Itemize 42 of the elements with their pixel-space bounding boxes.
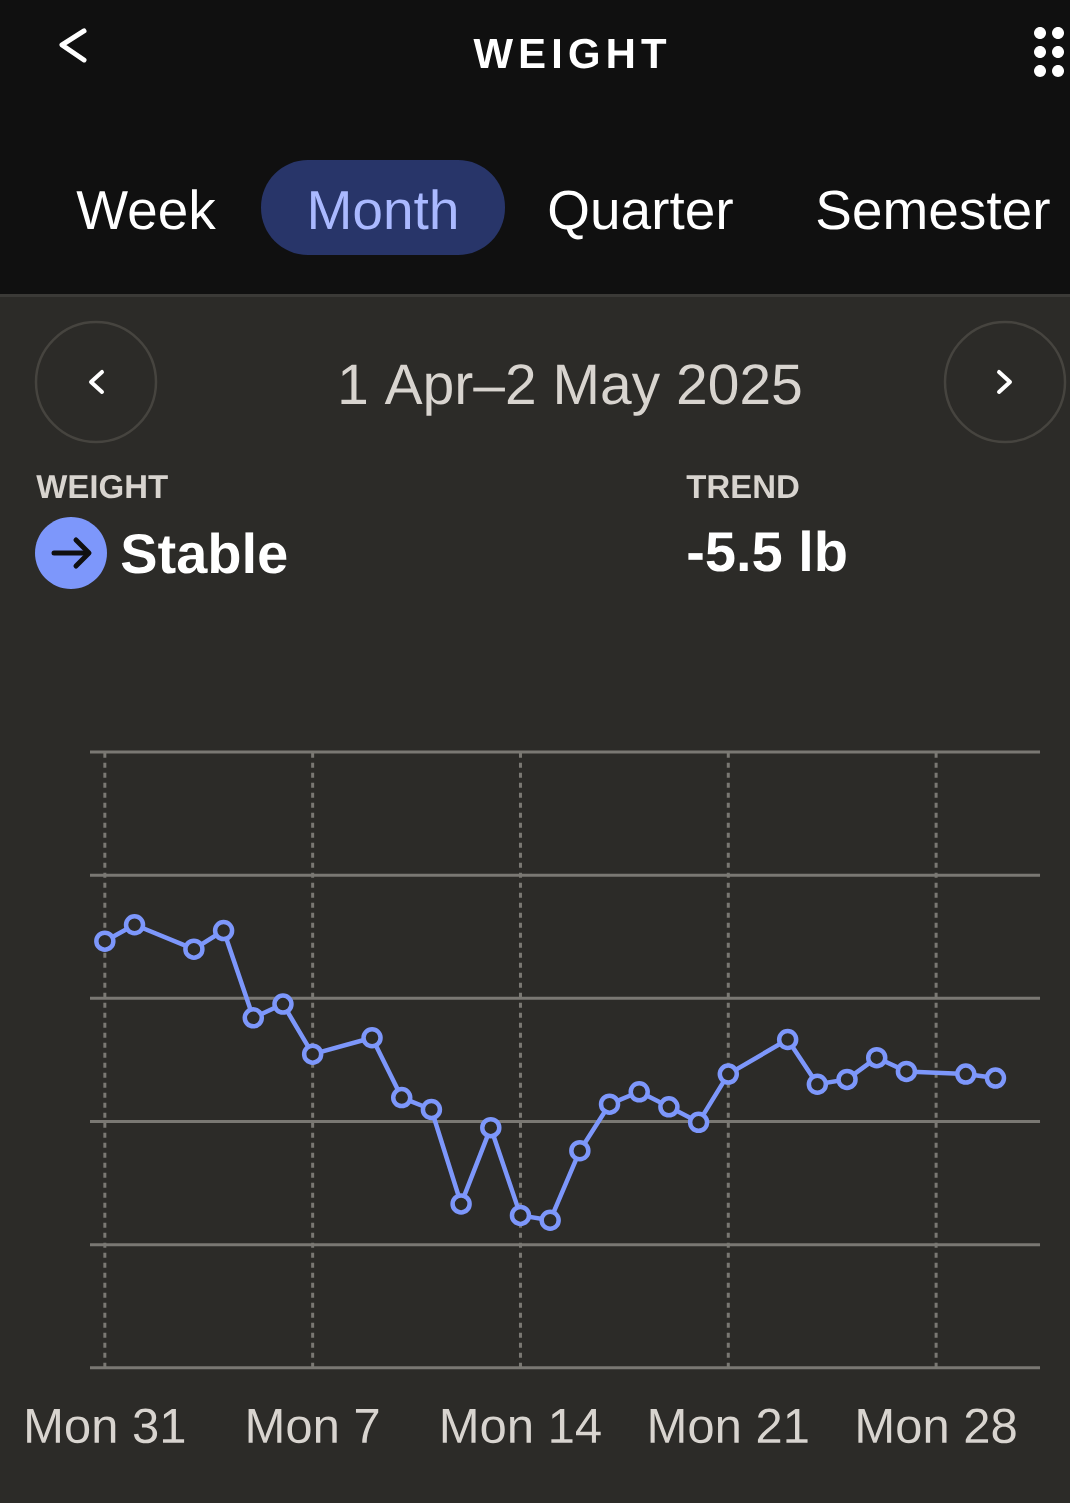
- point: [895, 1060, 918, 1083]
- point: [390, 1086, 413, 1109]
- point: [361, 1026, 383, 1049]
- point: [539, 1209, 561, 1232]
- point: [212, 919, 235, 942]
- x-tick-label: Mon 7: [248, 1409, 379, 1444]
- point: [628, 1081, 650, 1103]
- point: [450, 1193, 472, 1215]
- point: [955, 1063, 977, 1085]
- x-tick-label: Mon 31: [27, 1408, 185, 1444]
- point: [242, 1007, 265, 1029]
- point: [836, 1068, 858, 1091]
- text: Quarter: [549, 190, 733, 240]
- point: [123, 914, 146, 936]
- point: [272, 993, 294, 1015]
- text: Semester: [817, 190, 1050, 230]
- x-tick-label: Mon 28: [858, 1408, 1016, 1444]
- x-tick-label: Mon 21: [650, 1408, 808, 1444]
- point: [865, 1046, 888, 1069]
- point: [183, 938, 205, 960]
- point: [598, 1093, 621, 1115]
- point: [301, 1043, 324, 1065]
- text: Month: [311, 189, 456, 230]
- point: [658, 1096, 680, 1118]
- point: [776, 1028, 799, 1051]
- point: [420, 1098, 443, 1121]
- text: TREND: [686, 475, 799, 498]
- text: -5.5 lb: [688, 530, 846, 572]
- point: [94, 930, 116, 952]
- point: [480, 1116, 502, 1139]
- point: [984, 1067, 1007, 1089]
- chart-title: WEIGHT: [473, 38, 667, 69]
- point: [717, 1063, 740, 1085]
- chart-subtitle: 1 Apr–2 May 2025: [341, 364, 801, 416]
- point: [806, 1073, 829, 1096]
- text: Week: [76, 189, 216, 230]
- point: [569, 1139, 591, 1162]
- text: WEIGHT: [36, 474, 168, 499]
- text: Stable: [121, 532, 287, 574]
- x-tick-label: Mon 14: [442, 1409, 601, 1444]
- point: [509, 1204, 532, 1227]
- point: [687, 1111, 710, 1134]
